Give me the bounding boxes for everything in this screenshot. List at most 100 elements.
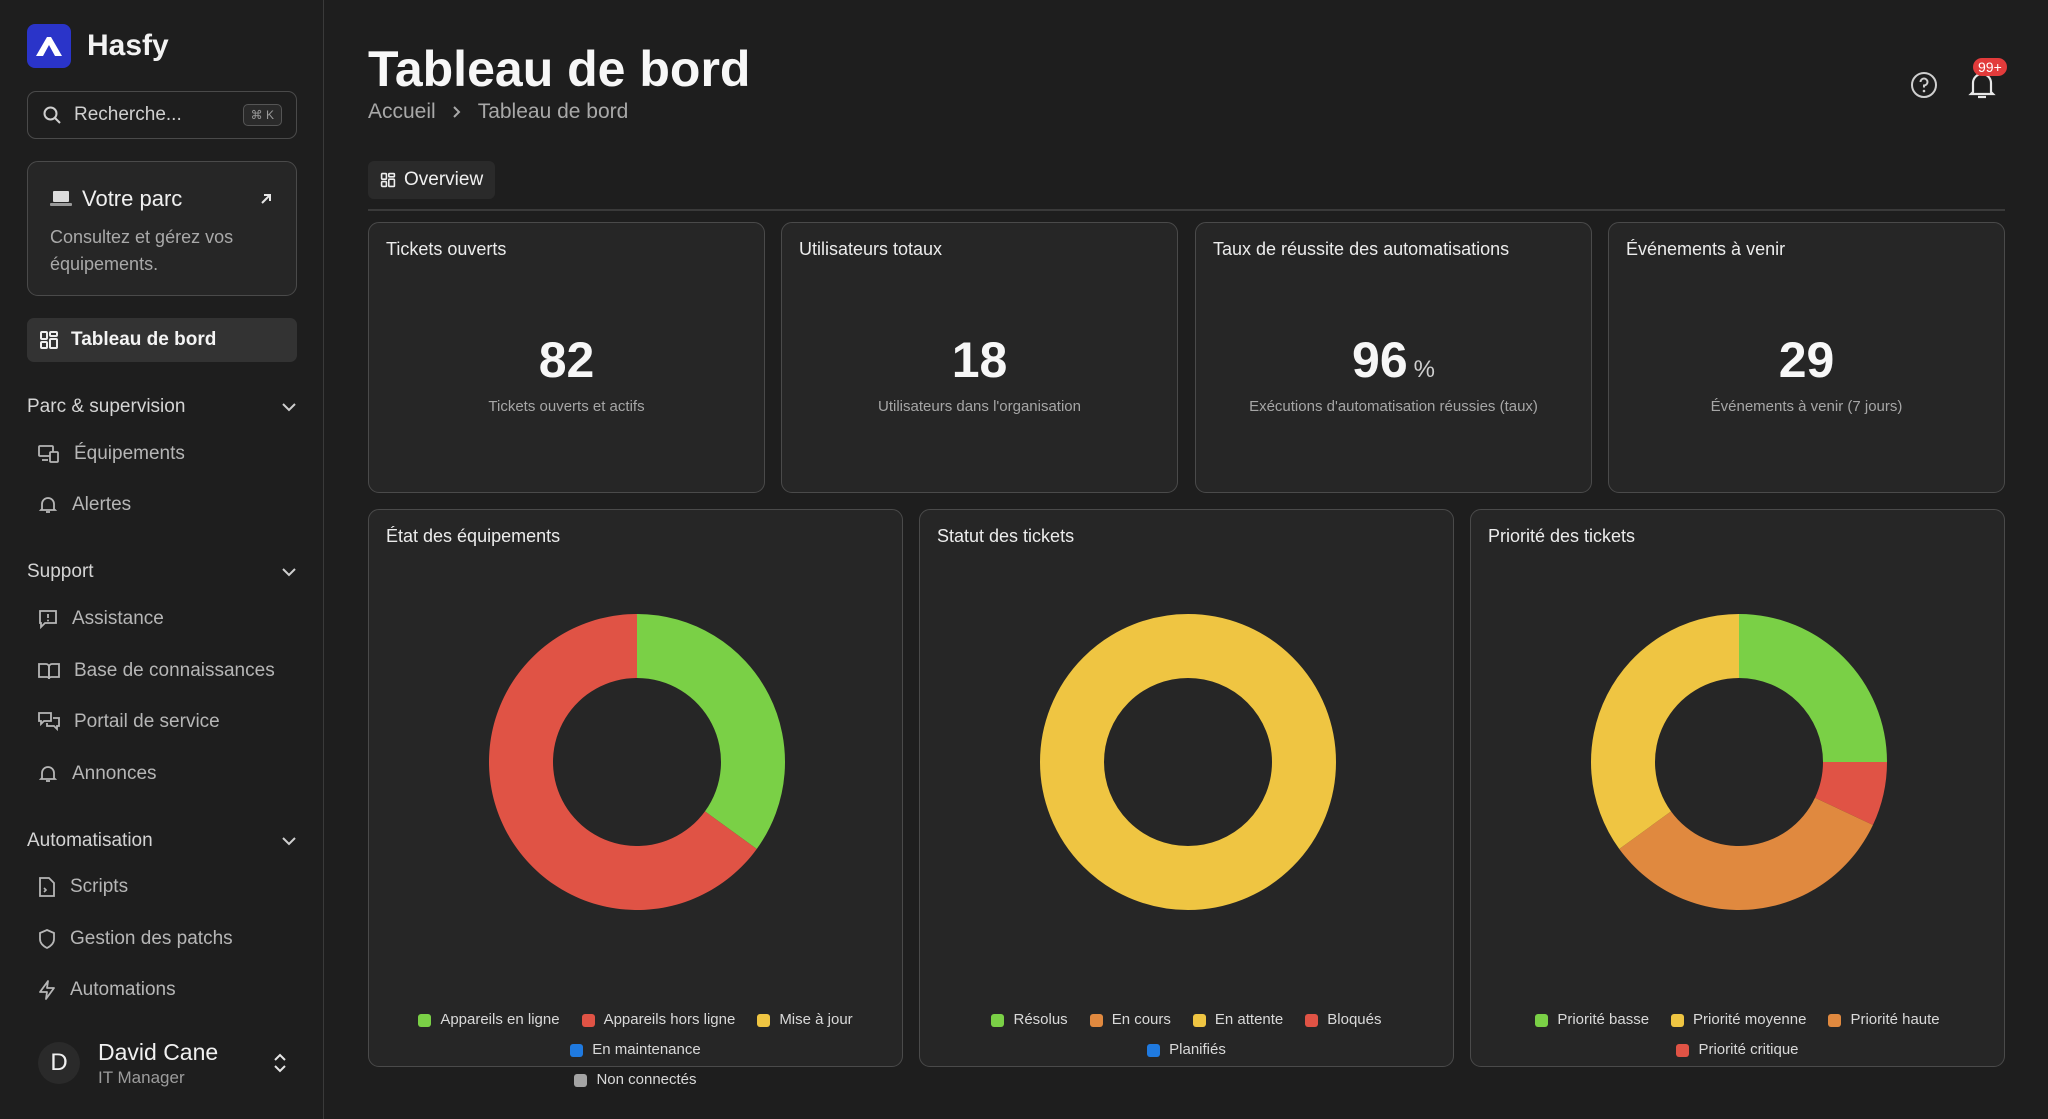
chart-card-ticket-priority: Priorité des tickets Priorité basse Prior…	[1470, 509, 2005, 1067]
section-title: Parc & supervision	[27, 396, 186, 417]
tab-overview[interactable]: Overview	[368, 161, 496, 199]
legend-label: Appareils hors ligne	[603, 1011, 736, 1028]
legend-swatch	[570, 1043, 584, 1057]
section-header-support[interactable]: Support	[27, 561, 297, 583]
sidebar-item-automations[interactable]: Automations	[38, 979, 176, 1001]
search-input[interactable]: Recherche... ⌘ K	[27, 91, 297, 139]
brand-name: Hasfy	[87, 29, 169, 62]
notification-badge: 99+	[1973, 58, 2007, 76]
sidebar-item-annonces[interactable]: Annonces	[38, 763, 157, 785]
legend-item-bloques[interactable]: Bloqués	[1305, 1005, 1382, 1035]
bell-icon	[38, 497, 58, 513]
fleet-card-title: Votre parc	[82, 186, 183, 211]
stat-description: Événements à venir (7 jours)	[1710, 398, 1903, 415]
donut-slice-appareils-hors-ligne[interactable]	[489, 614, 757, 910]
breadcrumb-home[interactable]: Accueil	[368, 100, 436, 123]
stat-card-users: Utilisateurs totaux 18 Utilisateurs dans…	[781, 222, 1178, 493]
legend-item-priorite-haute[interactable]: Priorité haute	[1828, 1005, 1940, 1035]
donut-slice-priorite-critique[interactable]	[1815, 762, 1887, 826]
avatar: D	[38, 1042, 80, 1084]
bell-icon	[38, 766, 58, 782]
sidebar-item-label: Base de connaissances	[74, 660, 275, 681]
sidebar-item-label: Annonces	[72, 763, 157, 784]
legend-label: Mise à jour	[779, 1011, 853, 1028]
legend-row: Non connectés	[389, 1065, 882, 1095]
chart-legend: Appareils en ligne Appareils hors ligne Mi…	[369, 1005, 902, 1095]
sidebar-item-gestion-patchs[interactable]: Gestion des patchs	[38, 928, 233, 950]
legend-label: En cours	[1111, 1011, 1171, 1028]
sidebar: Hasfy Recherche... ⌘ K Votre parc Consul…	[0, 0, 324, 1119]
donut-slice-priorite-basse[interactable]	[1739, 614, 1887, 762]
legend-item-resolus[interactable]: Résolus	[991, 1005, 1068, 1035]
sidebar-item-equipements[interactable]: Équipements	[38, 443, 185, 465]
legend-item-appareils-en-ligne[interactable]: Appareils en ligne	[418, 1005, 560, 1035]
legend-label: Priorité haute	[1850, 1011, 1940, 1028]
dashboard-icon	[40, 331, 58, 349]
section-header-automatisation[interactable]: Automatisation	[27, 830, 297, 852]
legend-row: Résolus En cours En attente Bloqués	[940, 1005, 1433, 1035]
legend-item-planifies[interactable]: Planifiés	[1147, 1035, 1226, 1065]
sidebar-item-dashboard[interactable]: Tableau de bord	[27, 318, 297, 362]
legend-swatch	[1305, 1013, 1319, 1027]
stat-unit: %	[1413, 356, 1435, 383]
chart-card-ticket-status: Statut des tickets Résolus En cours En att…	[919, 509, 1454, 1067]
brand[interactable]: Hasfy	[27, 24, 169, 68]
sidebar-item-base-connaissances[interactable]: Base de connaissances	[38, 660, 275, 682]
stat-title: Taux de réussite des automatisations	[1213, 239, 1510, 259]
user-menu[interactable]: D David Cane IT Manager	[38, 1035, 288, 1091]
page-title: Tableau de bord	[368, 41, 751, 97]
stat-card-tickets: Tickets ouverts 82 Tickets ouverts et ac…	[368, 222, 765, 493]
donut-slice-appareils-en-ligne[interactable]	[637, 614, 785, 849]
section-title: Support	[27, 561, 94, 582]
legend-item-priorite-moyenne[interactable]: Priorité moyenne	[1671, 1005, 1806, 1035]
tab-label: Overview	[404, 169, 484, 190]
sidebar-item-label: Portail de service	[74, 711, 220, 732]
breadcrumb: Accueil Tableau de bord	[368, 100, 628, 124]
sidebar-item-label: Assistance	[72, 608, 164, 629]
legend-label: Priorité moyenne	[1693, 1011, 1807, 1028]
help-button[interactable]	[1909, 70, 1939, 100]
legend-item-priorite-basse[interactable]: Priorité basse	[1535, 1005, 1649, 1035]
sidebar-item-assistance[interactable]: Assistance	[38, 608, 164, 630]
section-header-parc[interactable]: Parc & supervision	[27, 396, 297, 418]
legend-item-appareils-hors-ligne[interactable]: Appareils hors ligne	[581, 1005, 736, 1035]
legend-item-mise-a-jour[interactable]: Mise à jour	[757, 1005, 853, 1035]
stat-title: Événements à venir	[1626, 239, 1786, 259]
legend-swatch	[581, 1013, 595, 1027]
fleet-card[interactable]: Votre parc Consultez et gérez vos équipe…	[27, 161, 297, 296]
donut-slice-en-attente[interactable]	[1040, 614, 1336, 910]
legend-item-priorite-critique[interactable]: Priorité critique	[1676, 1035, 1799, 1065]
legend-swatch	[1192, 1013, 1206, 1027]
divider	[368, 209, 2005, 211]
stat-value: 96%	[1352, 332, 1435, 388]
devices-icon	[38, 445, 59, 463]
legend-label: Résolus	[1013, 1011, 1068, 1028]
arrow-up-right-icon	[261, 194, 271, 204]
donut-chart	[489, 614, 785, 910]
legend-item-en-attente[interactable]: En attente	[1192, 1005, 1283, 1035]
sidebar-item-scripts[interactable]: Scripts	[38, 876, 128, 898]
donut-slice-priorite-haute[interactable]	[1619, 797, 1873, 910]
legend-swatch	[1671, 1013, 1685, 1027]
chevron-down-icon	[282, 837, 296, 846]
sidebar-item-alertes[interactable]: Alertes	[38, 494, 131, 516]
lightning-icon	[39, 980, 55, 1000]
legend-swatch	[418, 1013, 432, 1027]
legend-item-en-cours[interactable]: En cours	[1089, 1005, 1171, 1035]
legend-swatch	[1147, 1043, 1161, 1057]
stat-title: Tickets ouverts	[386, 239, 507, 259]
donut-chart	[1591, 614, 1887, 910]
help-circle-icon	[1911, 72, 1937, 98]
sidebar-item-portail-service[interactable]: Portail de service	[38, 711, 220, 733]
sidebar-item-label: Alertes	[72, 494, 132, 515]
legend-label: Non connectés	[596, 1071, 697, 1088]
legend-item-en-maintenance[interactable]: En maintenance	[570, 1035, 701, 1065]
legend-item-non-connectes[interactable]: Non connectés	[574, 1065, 697, 1095]
donut-slice-priorite-moyenne[interactable]	[1591, 614, 1739, 849]
search-icon	[43, 106, 61, 124]
donut-chart	[1040, 614, 1336, 910]
chevron-right-icon	[452, 105, 462, 119]
legend-label: Priorité critique	[1698, 1041, 1799, 1058]
brand-logo-icon	[27, 24, 71, 68]
search-shortcut: ⌘ K	[242, 104, 282, 126]
